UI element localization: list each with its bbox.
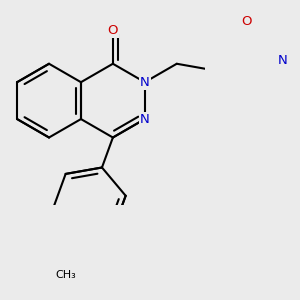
Text: O: O [241, 15, 252, 28]
Text: N: N [140, 76, 150, 89]
Text: N: N [140, 112, 150, 126]
Text: N: N [278, 55, 288, 68]
Text: O: O [108, 24, 118, 37]
Text: CH₃: CH₃ [56, 270, 76, 280]
